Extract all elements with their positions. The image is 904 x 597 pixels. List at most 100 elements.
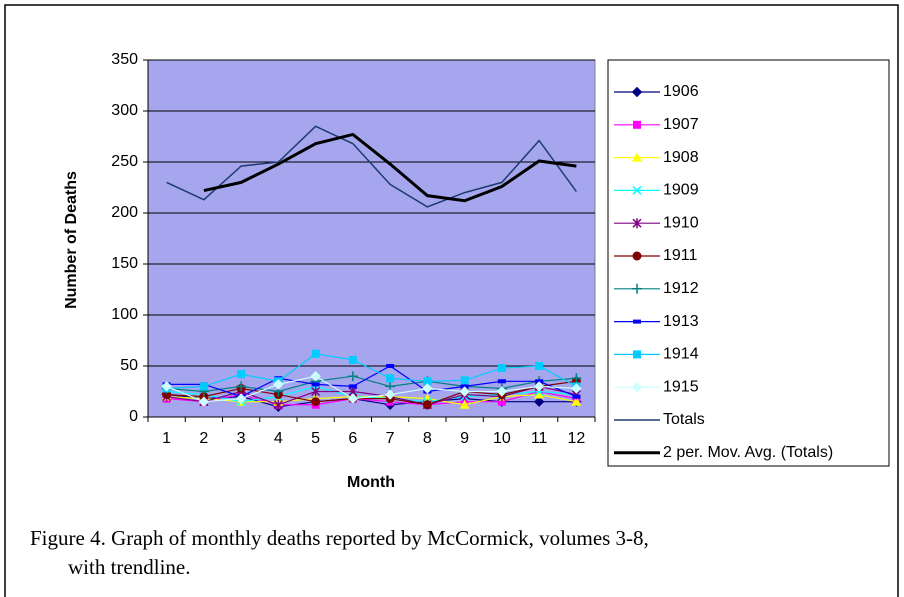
marker [347,371,358,382]
legend-label: 1911 [663,247,698,264]
marker [632,251,642,261]
marker [534,389,545,399]
marker [237,370,246,379]
y-tick-label: 250 [111,153,138,170]
marker [533,396,545,407]
marker [631,381,643,393]
marker [347,393,359,404]
x-axis-label: Month [347,474,395,491]
marker [423,377,432,386]
legend-label: 1910 [663,214,699,231]
x-tick-label: 1 [162,430,171,447]
marker [632,218,642,229]
marker [459,386,470,397]
x-tick-label: 11 [531,430,548,447]
series-line [166,385,577,403]
marker [422,393,433,403]
legend-label: 1909 [663,182,699,199]
x-tick-label: 5 [311,430,320,447]
y-axis-label: Number of Deaths [63,171,80,309]
marker [348,355,357,364]
marker [497,379,506,384]
marker [631,86,643,98]
marker [311,386,321,397]
x-tick-label: 8 [423,430,432,447]
marker [497,397,506,406]
marker [496,386,508,397]
marker [632,185,642,195]
y-tick-label: 150 [111,255,138,272]
x-tick-label: 10 [493,430,511,447]
caption-line: with trendline. [68,555,190,579]
marker [535,362,544,370]
y-tick-label: 0 [129,408,138,425]
marker [199,382,208,391]
marker [273,379,284,390]
marker [161,381,172,392]
legend-label: 1912 [663,280,699,297]
y-tick-label: 350 [111,51,138,68]
marker [633,120,641,129]
series-line [166,353,577,390]
y-tick-label: 50 [120,357,138,374]
series-line [166,390,577,406]
legend-label: 1914 [663,346,699,363]
marker [384,389,396,400]
marker [632,152,642,162]
series-line [166,375,577,393]
marker [198,396,210,407]
marker [235,393,247,404]
y-tick-label: 200 [111,204,138,221]
marker [632,283,642,294]
marker [310,370,321,382]
x-tick-label: 3 [237,430,246,447]
series-line [166,375,577,403]
marker [273,399,283,410]
series-line [203,132,577,203]
marker [633,350,641,359]
legend-label: Totals [663,411,705,428]
legend-label: 1906 [663,83,699,100]
series-line [166,380,577,406]
marker [460,376,469,385]
marker [311,382,320,387]
marker [422,400,432,410]
x-tick-label: 4 [274,430,283,447]
marker [497,364,506,373]
y-tick-label: 100 [111,306,138,323]
marker [633,319,641,324]
marker [311,397,321,407]
marker [422,383,433,394]
plot-area [147,59,596,418]
legend-label: 1913 [663,313,699,330]
x-tick-label: 9 [460,430,469,447]
series-line [166,125,577,208]
marker [311,349,320,358]
marker [572,394,581,399]
x-tick-label: 12 [567,430,585,447]
x-tick-label: 7 [386,430,395,447]
marker [348,384,357,389]
marker [571,383,582,394]
marker [533,381,545,392]
legend-label: 1908 [663,149,699,166]
x-tick-label: 2 [199,430,208,447]
legend-label: 1915 [663,378,699,395]
marker [571,373,582,384]
legend [607,59,890,467]
marker [386,364,395,368]
marker [386,374,395,383]
series-line [166,385,577,406]
series-line [166,365,577,398]
marker [459,399,470,409]
legend-label: 1907 [663,116,699,133]
marker [571,396,582,406]
series-line [166,393,577,408]
caption-line: Figure 4. Graph of monthly deaths report… [30,526,649,550]
marker [236,381,247,392]
legend-label: 2 per. Mov. Avg. (Totals) [663,444,833,461]
x-tick-label: 6 [348,430,357,447]
y-tick-label: 300 [111,102,138,119]
